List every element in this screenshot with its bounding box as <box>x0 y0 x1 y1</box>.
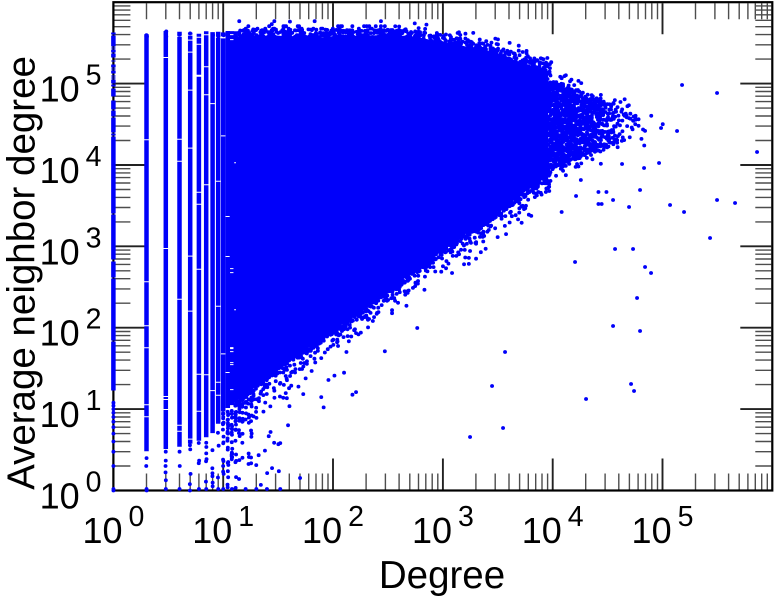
svg-text:105: 10 5 <box>40 60 102 110</box>
svg-text:Average neighbor degree: Average neighbor degree <box>1 56 44 490</box>
svg-text:100: 10 0 <box>82 501 144 551</box>
svg-text:Degree: Degree <box>379 554 505 597</box>
svg-text:101: 10 1 <box>40 385 102 435</box>
svg-text:100: 10 0 <box>40 467 102 517</box>
svg-text:104: 10 4 <box>522 501 584 551</box>
